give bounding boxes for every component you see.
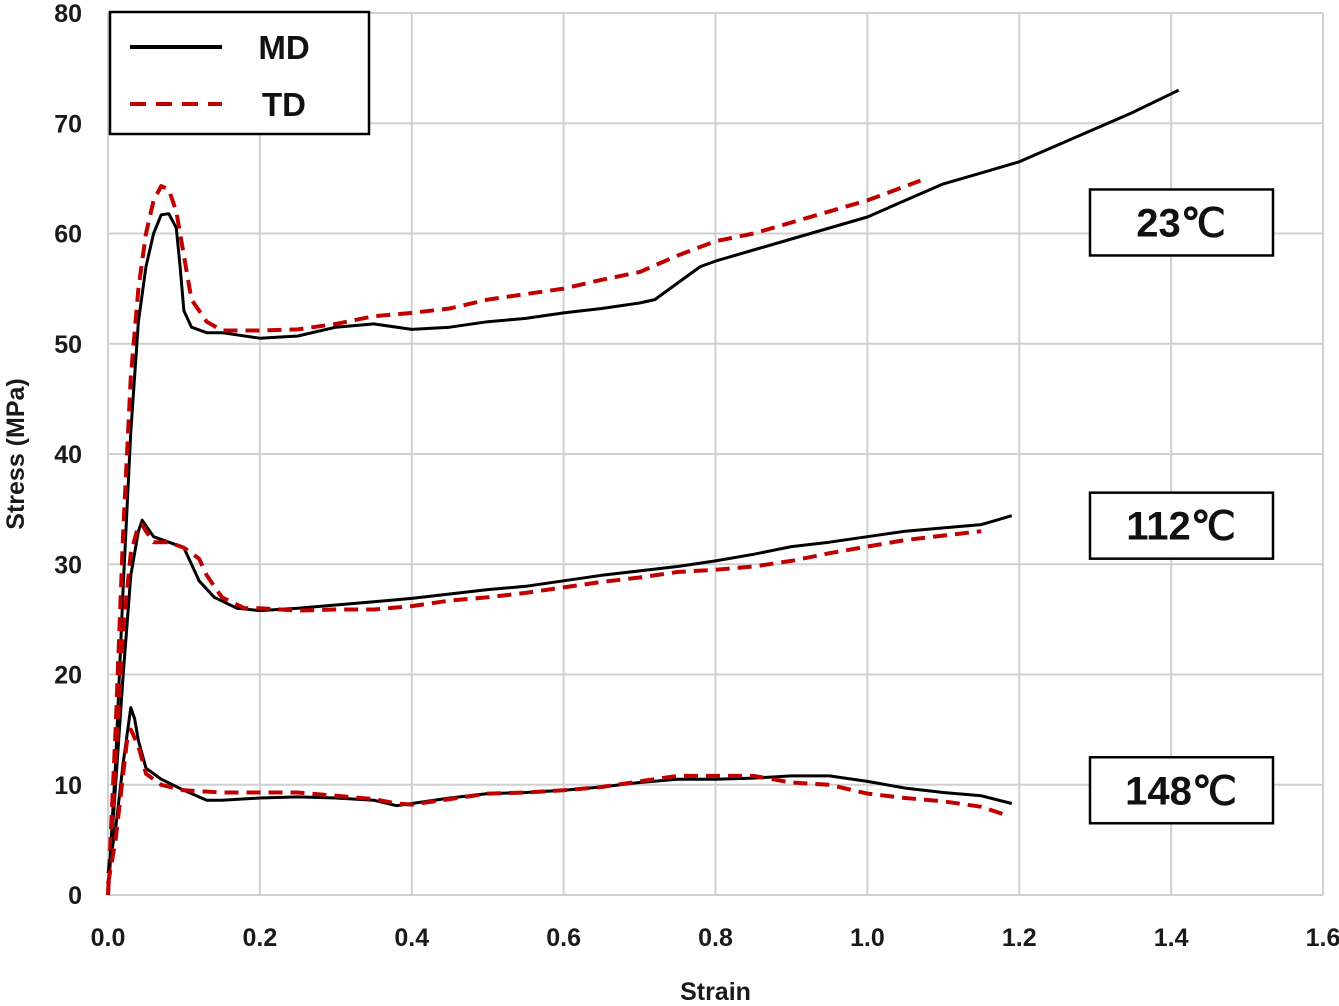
temp-label-text: 23℃: [1136, 201, 1225, 245]
x-tick-label: 0.4: [394, 924, 429, 952]
grid: [107, 12, 1324, 896]
series-line-md-112c: [106, 514, 1013, 896]
temp-label-box: 23℃: [1088, 188, 1275, 257]
x-axis-title: Strain: [680, 978, 751, 1006]
y-tick-label: 40: [54, 441, 82, 469]
temp-label-text: 112℃: [1126, 505, 1235, 549]
y-axis-title: Stress (MPa): [2, 378, 30, 529]
y-tick-label: 50: [54, 331, 82, 359]
y-tick-label: 30: [54, 551, 82, 579]
y-tick-label: 10: [54, 772, 82, 800]
x-tick-label: 1.6: [1306, 924, 1339, 952]
legend-label-md: MD: [258, 29, 309, 66]
y-tick-label: 80: [54, 0, 82, 28]
series-layer: [106, 88, 1180, 896]
temperature-labels: 23℃ 112℃ 148℃: [1088, 188, 1275, 825]
temp-box: [1088, 756, 1275, 825]
legend: MD TD: [108, 10, 371, 136]
y-tick-label: 0: [68, 882, 82, 910]
legend-label-td: TD: [262, 86, 306, 123]
x-tick-label: 1.0: [850, 924, 885, 952]
x-tick-label: 0.6: [546, 924, 581, 952]
series-line-td-23c: [106, 178, 922, 896]
y-tick-label: 60: [54, 221, 82, 249]
series-line-td-148c: [106, 727, 1005, 885]
series-line-md-23c: [106, 88, 1180, 896]
temp-label-text: 148℃: [1125, 769, 1237, 813]
y-tick-label: 20: [54, 662, 82, 690]
temp-box: [1088, 491, 1275, 560]
temp-label-box: 148℃: [1088, 756, 1275, 825]
temp-box: [1088, 188, 1275, 257]
x-tick-label: 0.2: [242, 924, 277, 952]
temp-label-box: 112℃: [1088, 491, 1275, 560]
x-tick-label: 0.8: [698, 924, 733, 952]
x-tick-label: 1.4: [1154, 924, 1189, 952]
legend-box: [108, 10, 371, 136]
x-tick-label: 1.2: [1002, 924, 1037, 952]
series-line-td-112c: [106, 522, 982, 896]
tick-labels: 0.0 0.2 0.4 0.6 0.8 1.0 1.2 1.4 1.6 0 10 20 30 40 50 60…: [54, 0, 1339, 952]
x-tick-label: 0.0: [91, 924, 126, 952]
y-tick-label: 70: [54, 110, 82, 138]
